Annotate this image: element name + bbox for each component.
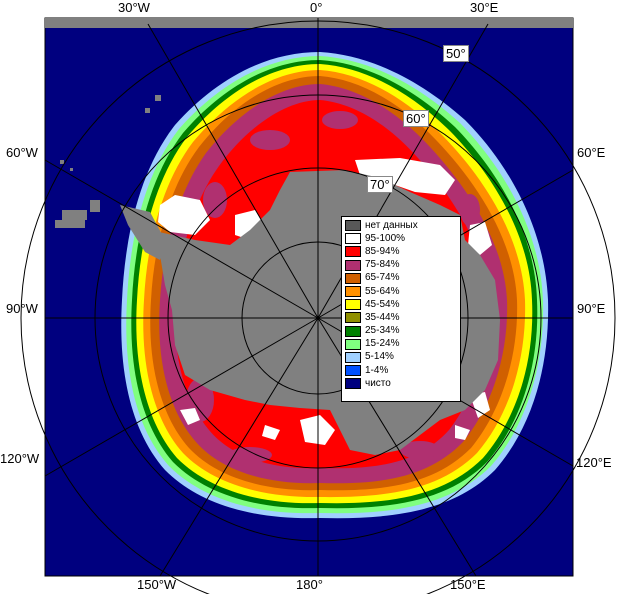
legend-swatch — [345, 351, 361, 363]
legend-item: 55-64% — [345, 285, 458, 298]
legend-item: 35-44% — [345, 311, 458, 324]
lon-180-label: 180° — [296, 577, 323, 592]
legend-item: 5-14% — [345, 351, 458, 364]
legend-label: 65-74% — [365, 272, 400, 284]
legend-label: 25-34% — [365, 325, 400, 337]
legend-swatch — [345, 246, 361, 258]
lat-60-label: 60° — [403, 110, 429, 127]
legend-item: 65-74% — [345, 272, 458, 285]
legend-swatch — [345, 220, 361, 232]
legend-swatch — [345, 286, 361, 298]
top-strip — [45, 18, 573, 28]
lon-60w-label: 60°W — [6, 145, 38, 160]
legend-item: нет данных — [345, 219, 458, 232]
lon-120e-label: 120°E — [576, 455, 612, 470]
lat-50-label: 50° — [443, 45, 469, 62]
legend-item: 15-24% — [345, 338, 458, 351]
legend-item: 25-34% — [345, 325, 458, 338]
lon-150e-label: 150°E — [450, 577, 486, 592]
legend-item: чисто — [345, 377, 458, 390]
lon-60e-label: 60°E — [577, 145, 606, 160]
legend-label: 95-100% — [365, 232, 406, 244]
legend-swatch — [345, 365, 361, 377]
legend-label: 5-14% — [365, 351, 394, 363]
lon-0-label: 0° — [310, 0, 323, 15]
legend-swatch — [345, 272, 361, 284]
legend-swatch — [345, 325, 361, 337]
legend-label: 85-94% — [365, 245, 400, 257]
legend-label: 55-64% — [365, 285, 400, 297]
no-data-specks — [55, 95, 161, 228]
legend-label: 75-84% — [365, 259, 400, 271]
legend-swatch — [345, 378, 361, 390]
legend-label: чисто — [365, 377, 391, 389]
legend-label: 15-24% — [365, 338, 400, 350]
lon-90e-label: 90°E — [577, 301, 606, 316]
lon-30e-label: 30°E — [470, 0, 499, 15]
legend-swatch — [345, 259, 361, 271]
lon-90w-label: 90°W — [6, 301, 38, 316]
legend-label: 35-44% — [365, 311, 400, 323]
legend-label: 1-4% — [365, 364, 389, 376]
legend-item: 95-100% — [345, 232, 458, 245]
legend-item: 75-84% — [345, 259, 458, 272]
legend-swatch — [345, 233, 361, 245]
legend: нет данных 95-100% 85-94% 75-84% 65-74% 55-64… — [341, 216, 461, 402]
legend-label: 45-54% — [365, 298, 400, 310]
legend-item: 1-4% — [345, 364, 458, 377]
land-patch — [120, 205, 165, 260]
legend-swatch — [345, 299, 361, 311]
legend-item: 45-54% — [345, 298, 458, 311]
legend-label: нет данных — [365, 219, 418, 231]
legend-item: 85-94% — [345, 245, 458, 258]
legend-swatch — [345, 338, 361, 350]
lon-120w-label: 120°W — [0, 451, 40, 466]
lon-30w-label: 30°W — [118, 0, 150, 15]
lon-150w-label: 150°W — [137, 577, 177, 592]
lat-70-label: 70° — [367, 176, 393, 193]
legend-swatch — [345, 312, 361, 324]
